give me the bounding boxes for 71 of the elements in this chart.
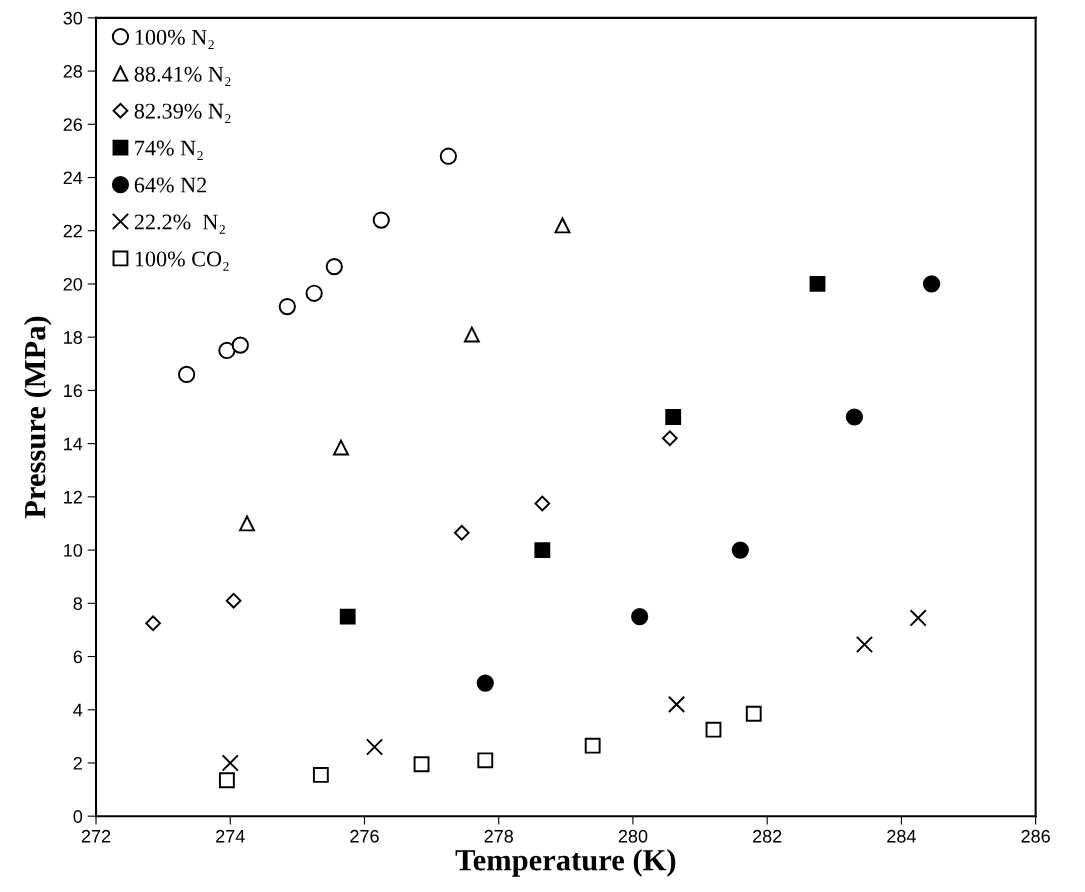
x-tick-label: 280 [618, 829, 648, 843]
y-tick-label: 28 [63, 65, 83, 78]
point [745, 705, 762, 722]
point [372, 211, 390, 229]
point [476, 674, 494, 692]
y-tick-label: 20 [63, 277, 83, 291]
point [667, 695, 686, 714]
point [339, 608, 356, 625]
point [534, 542, 551, 558]
point [439, 147, 457, 165]
point [665, 409, 682, 425]
x-tick-label: 284 [887, 829, 916, 843]
point [477, 752, 494, 769]
y-tick-label: 4 [73, 703, 83, 717]
x-tick-label: 276 [350, 829, 379, 843]
point [554, 217, 571, 234]
y-tick-label: 10 [64, 544, 83, 557]
legend-label: 82.39% N₂ [134, 103, 231, 123]
point [221, 754, 239, 772]
point [239, 515, 255, 532]
point [809, 276, 826, 292]
point [413, 756, 430, 773]
y-tick-label: 6 [73, 650, 83, 664]
point [855, 635, 874, 654]
legend-label: 100% N₂ [135, 29, 214, 50]
x-tick-label: 272 [81, 829, 111, 843]
x-axis-title: Temperature (K) [455, 848, 676, 877]
point [584, 737, 601, 754]
y-tick-label: 22 [63, 224, 82, 238]
point [218, 341, 236, 360]
point [845, 408, 864, 426]
point [305, 284, 323, 302]
y-tick-label: 8 [73, 597, 83, 611]
point [278, 297, 296, 316]
legend-label: 88.41% N₂ [134, 66, 231, 86]
y-tick-label: 2 [73, 756, 82, 770]
point [909, 609, 927, 627]
y-tick-label: 16 [64, 384, 83, 398]
point [225, 592, 242, 609]
y-tick-label: 14 [64, 437, 83, 451]
point [145, 615, 161, 632]
point [705, 721, 722, 738]
point [453, 524, 470, 541]
legend-label: 100% CO₂ [135, 251, 229, 271]
x-tick-label: 286 [1021, 829, 1050, 843]
y-tick-label: 12 [64, 490, 82, 504]
y-tick-label: 18 [64, 331, 83, 344]
x-tick-label: 274 [216, 829, 245, 843]
point [333, 439, 349, 456]
point [325, 258, 343, 276]
point [218, 772, 235, 789]
point [534, 495, 551, 512]
y-tick-label: 26 [63, 118, 83, 132]
point [923, 275, 941, 293]
point [231, 336, 249, 354]
y-axis-title: Pressure (MPa) [23, 316, 52, 519]
point [365, 738, 384, 756]
x-tick-label: 278 [484, 829, 513, 843]
x-tick-label: 282 [753, 829, 782, 843]
legend-label: 74% N₂ [135, 140, 203, 160]
legend-label: 64% N2 [134, 177, 207, 193]
point [631, 607, 649, 626]
point [463, 326, 480, 343]
point [178, 365, 196, 384]
y-tick-label: 24 [63, 171, 83, 185]
y-tick-label: 30 [63, 11, 83, 25]
point [312, 767, 329, 783]
point [731, 541, 749, 559]
point [662, 430, 678, 447]
legend-label: 22.2% N₂ [134, 214, 225, 234]
y-tick-label: 0 [73, 810, 83, 823]
